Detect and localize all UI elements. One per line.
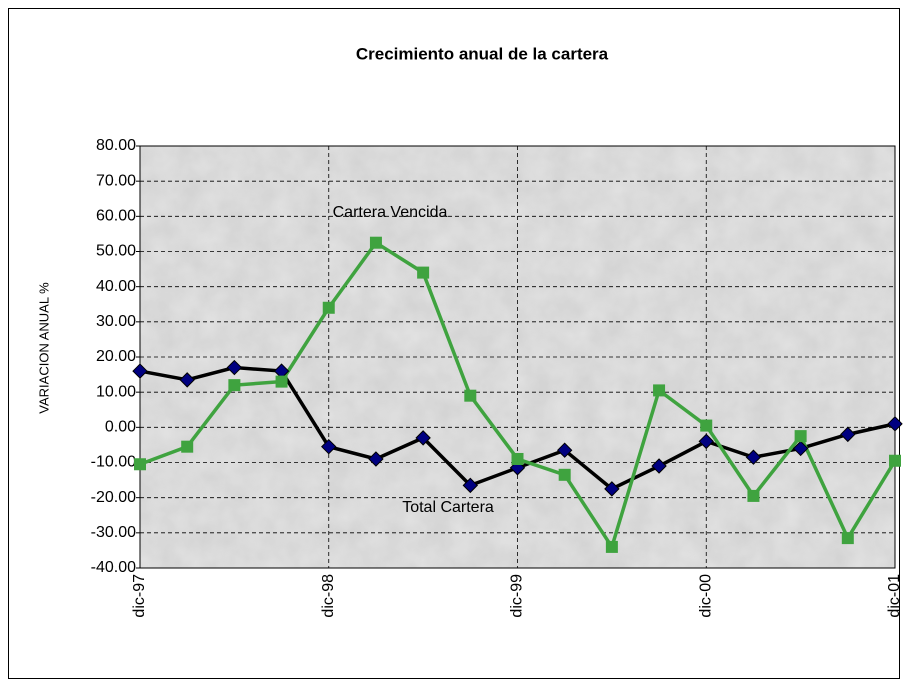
marker [134,458,146,471]
y-tick-label: 10.00 [96,383,136,400]
series-annotation: Cartera Vencida [333,204,448,221]
chart-title: Crecimiento anual de la cartera [356,44,609,63]
marker [322,301,335,314]
marker [132,363,148,379]
y-tick-label: -40.00 [91,559,136,576]
marker [604,481,620,497]
marker [226,359,243,376]
y-tick-label: 70.00 [96,172,136,189]
marker [275,375,288,388]
x-tick-label: dic-97 [131,574,148,618]
marker [462,477,479,494]
y-axis-label: VARIACION ANUAL % [36,282,51,414]
y-tick-label: 60.00 [96,208,136,225]
marker [321,438,337,455]
marker [651,458,667,474]
marker [747,489,760,502]
marker [889,454,901,467]
y-tick-label: 80.00 [96,137,136,154]
marker [792,440,809,457]
marker [464,389,477,402]
marker [556,442,573,458]
plot-border [139,145,896,569]
marker [745,449,762,465]
marker [887,416,903,432]
marker [558,468,571,481]
y-tick-label: 20.00 [96,348,136,365]
marker [415,430,431,446]
series-annotation: Total Cartera [402,499,494,516]
marker [840,426,856,443]
marker [698,433,714,450]
marker [700,419,713,432]
marker [605,540,618,553]
marker [417,266,430,279]
marker [794,430,807,443]
marker [181,440,194,453]
marker [841,532,854,545]
marker [228,379,241,392]
y-tick-label: 0.00 [105,419,136,436]
marker [653,384,666,397]
marker [369,236,382,249]
y-tick-label: -20.00 [91,489,136,506]
marker [511,452,524,465]
y-tick-label: -10.00 [91,454,136,471]
marker [368,451,384,467]
x-tick-label: dic-01 [886,574,903,618]
x-tick-label: dic-00 [697,574,714,618]
y-tick-label: 30.00 [96,313,136,330]
y-tick-label: 50.00 [96,243,136,260]
y-tick-label: -30.00 [91,524,136,541]
x-tick-label: dic-99 [509,574,526,618]
y-tick-label: 40.00 [96,278,136,295]
marker [179,372,195,388]
x-tick-label: dic-98 [320,574,337,618]
